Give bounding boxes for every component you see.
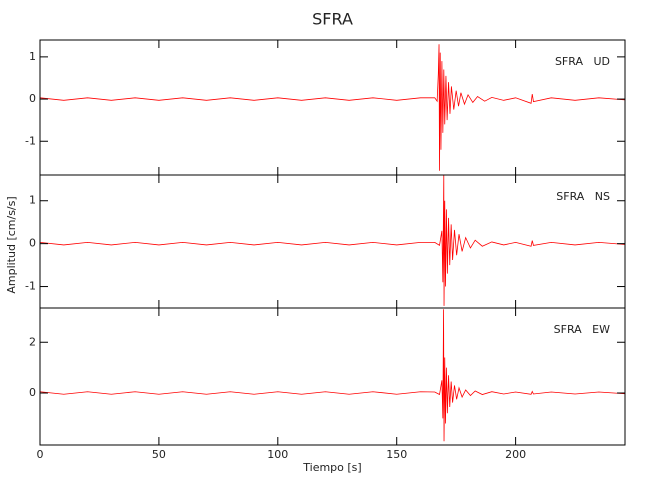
panel-frame <box>39 174 626 309</box>
chart-title: SFRA <box>312 10 353 29</box>
panel-frame <box>39 39 626 176</box>
x-tick-label: 150 <box>386 448 407 461</box>
y-tick-label: 0 <box>29 237 36 250</box>
x-axis-label: Tiempo [s] <box>302 461 361 474</box>
y-tick-label: 2 <box>29 335 36 348</box>
y-tick-label: 0 <box>29 386 36 399</box>
panel-label: SFRA UD <box>555 55 610 68</box>
x-tick-label: 50 <box>152 448 166 461</box>
x-tick-label: 200 <box>505 448 526 461</box>
x-tick-label: 0 <box>37 448 44 461</box>
panel-frame <box>39 307 626 446</box>
y-tick-label: -1 <box>25 280 36 293</box>
x-tick-label: 100 <box>267 448 288 461</box>
y-tick-label: 0 <box>29 92 36 105</box>
y-tick-label: 1 <box>29 194 36 207</box>
panel-label: SFRA EW <box>554 323 610 336</box>
trace <box>39 44 626 171</box>
panel-label: SFRA NS <box>556 190 610 203</box>
trace <box>39 309 626 442</box>
y-tick-label: 1 <box>29 50 36 63</box>
y-tick-label: -1 <box>25 134 36 147</box>
y-axis-label: Amplitud [cm/s/s] <box>5 196 18 293</box>
trace <box>39 174 626 306</box>
